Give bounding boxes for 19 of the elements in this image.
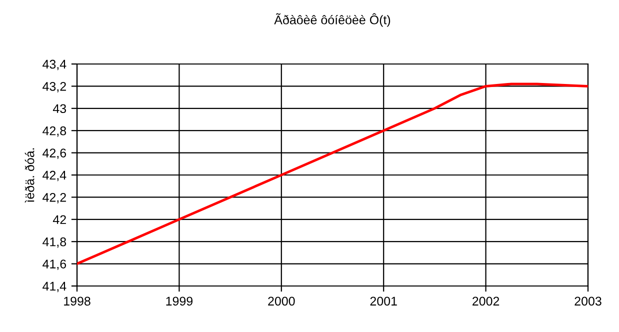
y-tick-label: 41,8	[42, 237, 66, 248]
x-tick-label: 2000	[268, 296, 295, 306]
y-tick-label: 42,8	[42, 126, 66, 137]
y-tick-label: 41,4	[42, 282, 66, 292]
x-tick-label: 1998	[64, 296, 90, 306]
x-tick-label: 2002	[472, 296, 500, 306]
y-tick-label: 42,4	[42, 170, 66, 182]
y-tick-label: 43,4	[42, 60, 66, 70]
y-tick-label: 43	[52, 104, 66, 114]
chart-title: Ãðàôèê ôóíêöèè Ô(t)	[274, 13, 390, 27]
y-tick-label: 42	[52, 215, 66, 224]
x-tick-label: 1999	[166, 296, 193, 306]
y-axis-title: ìëðä. ðóá.	[24, 148, 34, 203]
y-tick-label: 42,2	[42, 193, 66, 204]
y-tick-label: 43,2	[42, 82, 66, 92]
y-tick-label: 41,6	[42, 260, 66, 270]
y-tick-label: 42,6	[42, 148, 66, 159]
x-tick-label: 2001	[370, 296, 397, 306]
x-tick-label: 2003	[574, 296, 602, 306]
